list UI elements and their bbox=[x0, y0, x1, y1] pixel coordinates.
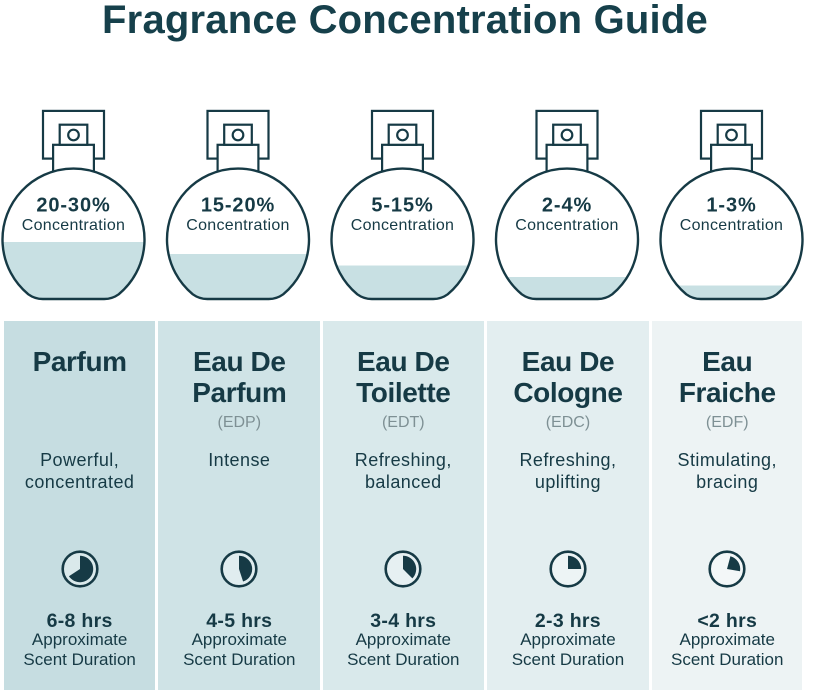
svg-text:Concentration: Concentration bbox=[351, 217, 455, 234]
svg-text:Concentration: Concentration bbox=[515, 217, 619, 234]
svg-text:20-30%: 20-30% bbox=[36, 195, 110, 217]
svg-text:1-3%: 1-3% bbox=[706, 195, 756, 217]
svg-text:2-4%: 2-4% bbox=[542, 195, 592, 217]
svg-text:5-15%: 5-15% bbox=[371, 195, 433, 217]
svg-text:Concentration: Concentration bbox=[186, 217, 290, 234]
svg-text:15-20%: 15-20% bbox=[201, 195, 275, 217]
svg-text:Concentration: Concentration bbox=[22, 217, 126, 234]
svg-text:Concentration: Concentration bbox=[680, 217, 784, 234]
